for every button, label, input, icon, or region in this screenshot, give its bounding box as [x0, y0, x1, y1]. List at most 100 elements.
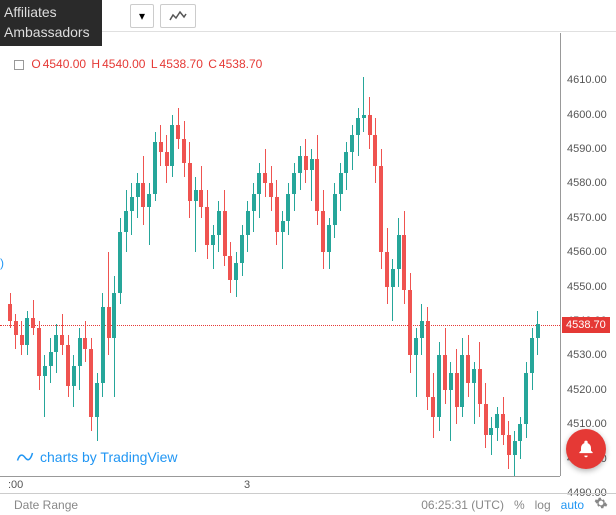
date-range-button[interactable]: Date Range	[0, 498, 421, 512]
gear-icon	[594, 496, 608, 510]
chart-area[interactable]	[0, 33, 560, 476]
candle-body	[408, 290, 412, 355]
candle-body	[484, 404, 488, 435]
candle-body	[373, 135, 377, 166]
notification-bell[interactable]	[566, 429, 606, 469]
current-price-label: 4538.70	[562, 317, 610, 333]
candle-wick	[311, 149, 312, 201]
candle-body	[524, 373, 528, 425]
candle-body	[252, 194, 256, 211]
candle-body	[228, 256, 232, 280]
candle-body	[460, 355, 464, 407]
x-tick: :00	[8, 479, 23, 491]
candle-body	[402, 235, 406, 290]
candle-body	[368, 115, 372, 136]
candle-body	[298, 156, 302, 173]
candle-body	[141, 183, 145, 207]
candle-body	[165, 152, 169, 166]
candle-body	[455, 373, 459, 407]
candle-body	[176, 125, 180, 139]
candle-body	[182, 139, 186, 163]
x-tick: 3	[244, 479, 250, 491]
candle-wick	[149, 183, 150, 245]
candle-body	[431, 397, 435, 418]
candle-body	[426, 321, 430, 397]
candle-body	[501, 414, 505, 435]
candle-body	[530, 338, 534, 372]
candle-body	[304, 156, 308, 170]
candle-body	[414, 338, 418, 355]
candle-body	[107, 307, 111, 338]
auto-toggle[interactable]: auto	[561, 498, 584, 512]
candle-body	[194, 190, 198, 200]
y-axis[interactable]: 4610.004600.004590.004580.004570.004560.…	[560, 33, 616, 476]
candle-body	[147, 194, 151, 208]
candle-body	[66, 345, 70, 386]
x-axis[interactable]: :00 3	[0, 476, 560, 493]
candle-body	[269, 183, 273, 197]
candle-body	[333, 194, 337, 225]
caret-icon: ▾	[139, 9, 145, 23]
candle-body	[159, 142, 163, 152]
candle-body	[234, 263, 238, 280]
bottom-bar: Date Range 06:25:31 (UTC) % log auto	[0, 493, 616, 515]
percent-toggle[interactable]: %	[514, 498, 525, 512]
caret-dropdown[interactable]: ▾	[130, 4, 154, 28]
y-tick: 4570.00	[567, 212, 607, 224]
candle-wick	[213, 225, 214, 270]
candle-body	[240, 235, 244, 263]
candle-body	[211, 235, 215, 245]
candle-body	[275, 197, 279, 231]
candle-wick	[195, 177, 196, 253]
y-tick: 4530.00	[567, 349, 607, 361]
candle-body	[391, 269, 395, 286]
candle-body	[437, 355, 441, 417]
log-toggle[interactable]: log	[535, 498, 551, 512]
candle-body	[124, 211, 128, 232]
candle-body	[344, 152, 348, 173]
candle-body	[507, 435, 511, 456]
candle-body	[136, 183, 140, 197]
settings-button[interactable]	[594, 496, 608, 513]
candle-wick	[363, 77, 364, 132]
candle-body	[339, 173, 343, 194]
bell-icon	[576, 439, 596, 459]
candle-body	[60, 335, 64, 345]
candle-body	[536, 324, 540, 338]
candle-body	[78, 338, 82, 366]
candle-body	[49, 352, 53, 366]
candle-body	[495, 414, 499, 428]
candle-body	[286, 194, 290, 222]
candle-wick	[44, 355, 45, 417]
candle-body	[89, 349, 93, 418]
y-tick: 4560.00	[567, 246, 607, 258]
candle-body	[257, 173, 261, 194]
nav-ambassadors[interactable]: Ambassadors	[0, 22, 94, 42]
candle-body	[292, 173, 296, 194]
candle-body	[321, 211, 325, 252]
candle-body	[188, 163, 192, 201]
candle-body	[130, 197, 134, 211]
candle-body	[489, 428, 493, 435]
nav-affiliates[interactable]: Affiliates	[0, 2, 94, 22]
attribution[interactable]: charts by TradingView	[16, 449, 177, 465]
candle-body	[95, 383, 99, 417]
candle-body	[379, 166, 383, 252]
candle-body	[356, 118, 360, 135]
candle-body	[472, 369, 476, 383]
tradingview-icon	[16, 449, 34, 465]
y-tick: 4600.00	[567, 109, 607, 121]
candle-body	[118, 232, 122, 294]
chart-type-button[interactable]	[160, 4, 196, 28]
candle-body	[246, 211, 250, 235]
candle-body	[449, 373, 453, 390]
candle-body	[14, 321, 18, 335]
candlestick-toggle-icon	[169, 9, 187, 23]
candle-body	[217, 211, 221, 235]
candle-body	[466, 355, 470, 383]
candle-body	[310, 159, 314, 169]
candle-body	[315, 159, 319, 211]
candle-body	[281, 221, 285, 231]
candle-body	[170, 125, 174, 166]
candle-body	[54, 335, 58, 352]
